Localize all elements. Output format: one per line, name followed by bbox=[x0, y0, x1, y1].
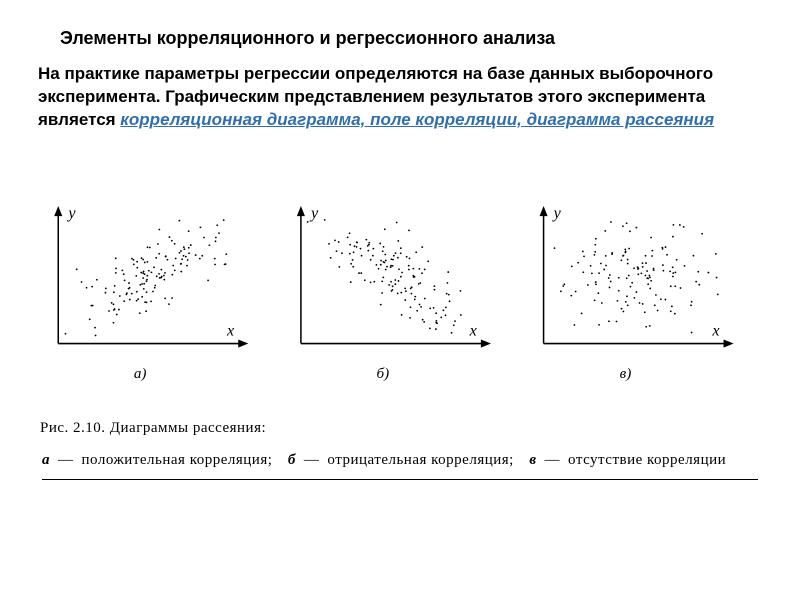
page-title: Элементы корреляционного и регрессионног… bbox=[60, 28, 764, 49]
svg-text:а): а) bbox=[134, 365, 147, 382]
svg-text:y: y bbox=[66, 205, 76, 222]
body-paragraph: На практике параметры регрессии определя… bbox=[38, 63, 756, 132]
svg-text:y: y bbox=[552, 205, 562, 222]
svg-text:б): б) bbox=[376, 365, 389, 382]
svg-text:x: x bbox=[469, 322, 478, 339]
figure-caption: Рис. 2.10. Диаграммы рассеяния: а — поло… bbox=[40, 416, 760, 480]
figure-title: Диаграммы рассеяния: bbox=[110, 420, 266, 436]
figure-number: Рис. 2.10. bbox=[40, 420, 106, 436]
svg-text:y: y bbox=[309, 205, 319, 222]
slide: Элементы корреляционного и регрессионног… bbox=[0, 0, 800, 600]
svg-text:x: x bbox=[226, 322, 235, 339]
figure-legend: а — положительная корреляция; б — отрица… bbox=[42, 448, 758, 481]
figure: y x а) y x б) y x в) Рис. 2.10. Диаграммы рассея… bbox=[36, 188, 764, 480]
term-link[interactable]: корреляционная диаграмма, поле корреляци… bbox=[120, 110, 714, 129]
scatter-panels: y x а) y x б) y x в) bbox=[36, 188, 764, 398]
scatter-svg: y x а) y x б) y x в) bbox=[36, 188, 764, 398]
svg-text:x: x bbox=[711, 322, 720, 339]
svg-text:в): в) bbox=[620, 365, 632, 382]
